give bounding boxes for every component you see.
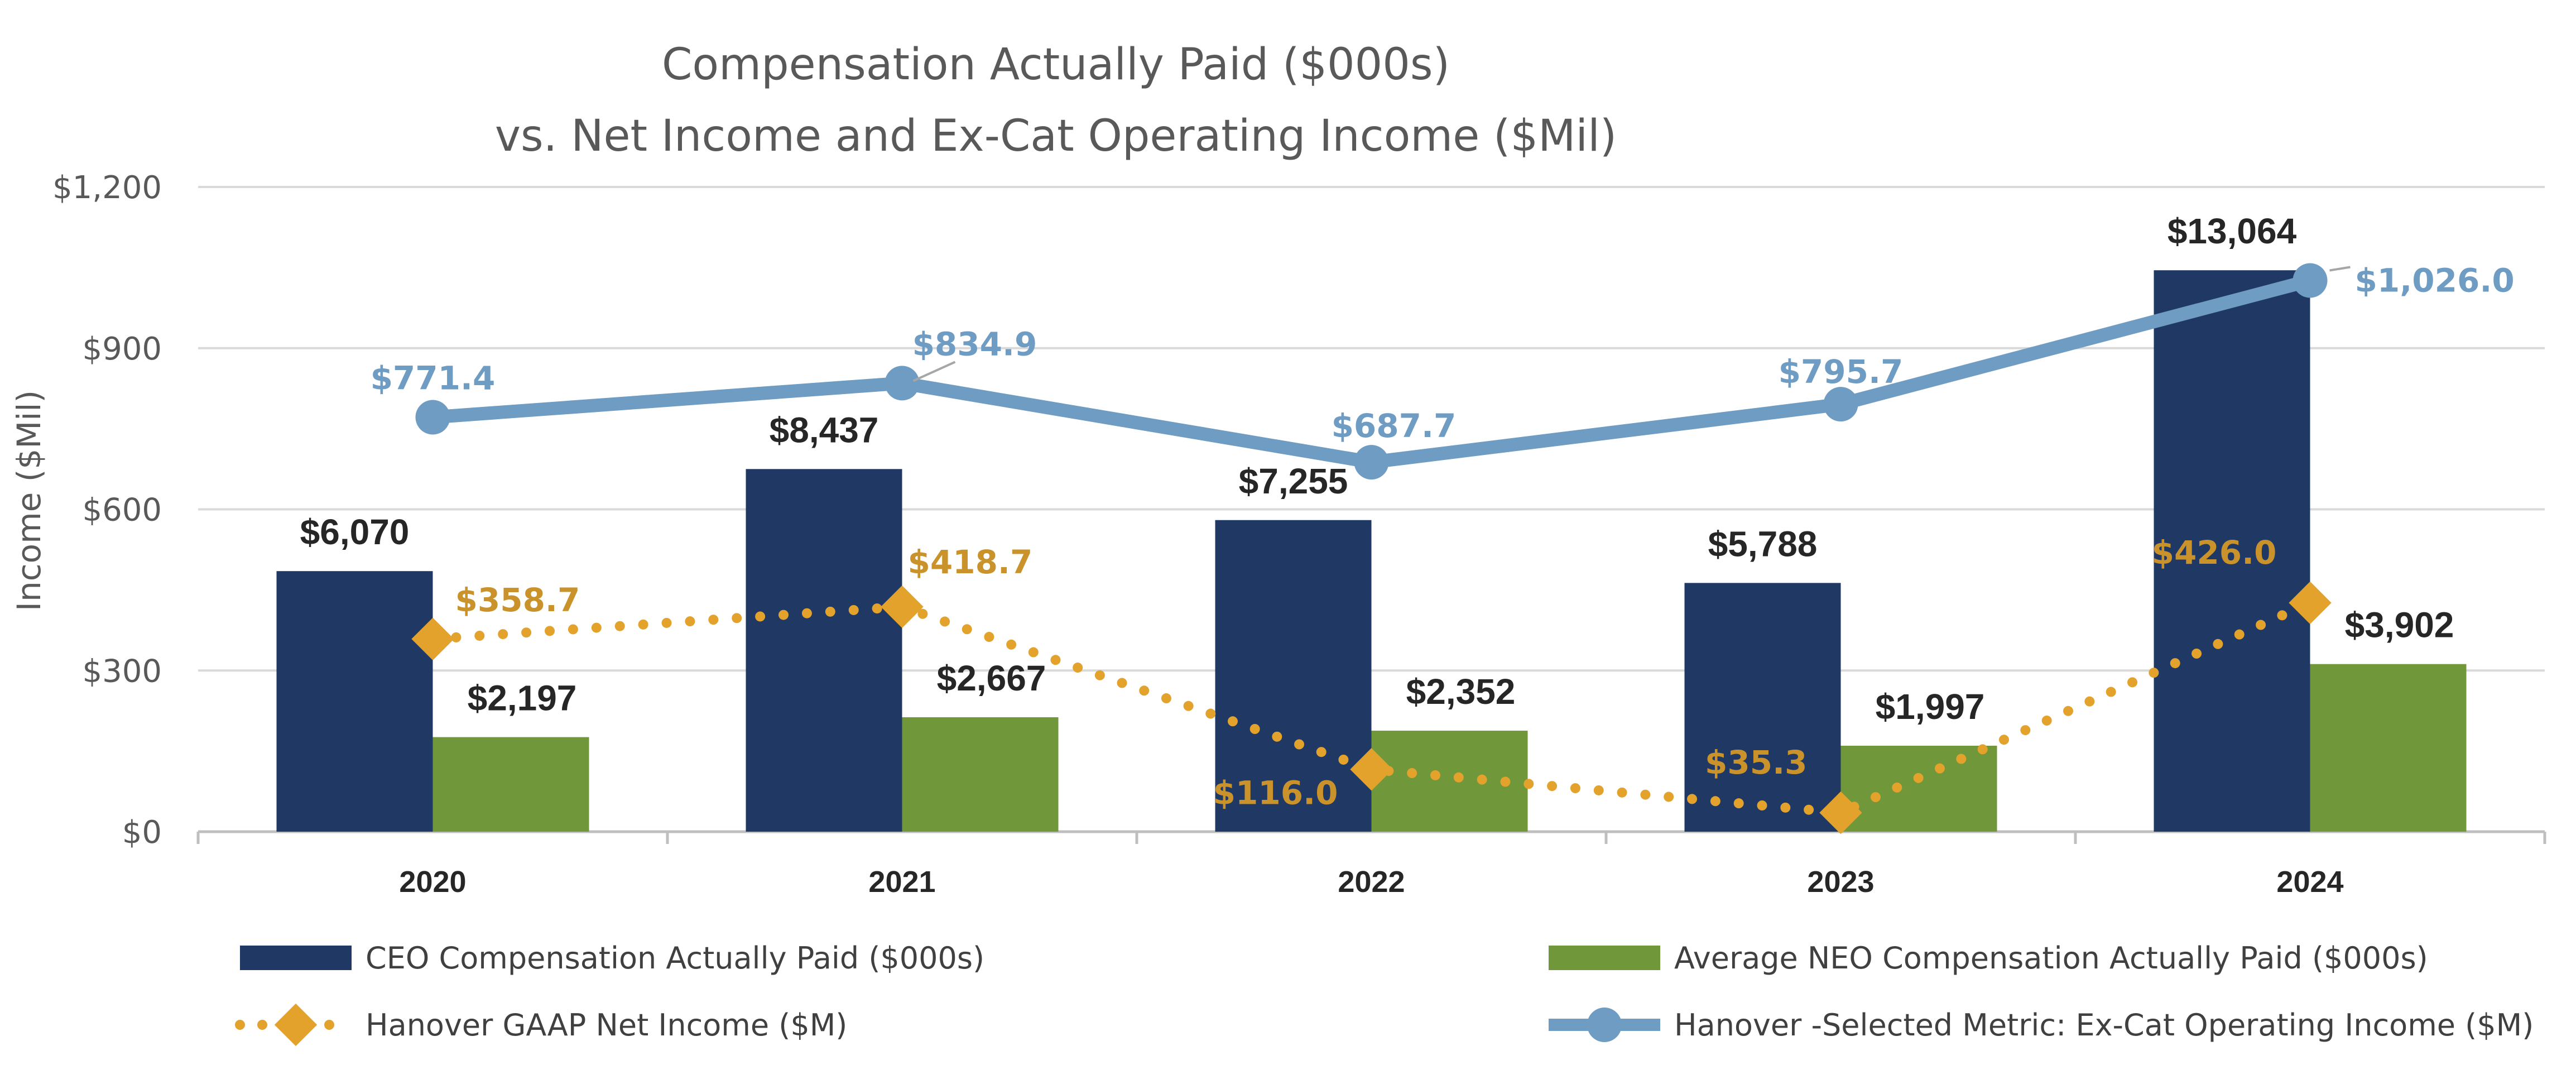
- ceo-bar: [2154, 270, 2310, 832]
- legend-label: Average NEO Compensation Actually Paid (…: [1674, 941, 2428, 976]
- neo-bar: [902, 717, 1059, 832]
- y-tick-label: $300: [82, 653, 162, 689]
- ceo-bar-value-label: $5,788: [1708, 524, 1818, 564]
- label-leader-line: [2329, 266, 2351, 272]
- legend-label: Hanover -Selected Metric: Ex-Cat Operati…: [1674, 1008, 2534, 1043]
- x-tick-label: 2023: [1807, 865, 1874, 899]
- ex-cat-income-value-label: $687.7: [1332, 407, 1457, 445]
- legend-marker: [1587, 1008, 1622, 1042]
- ceo-bar-value-label: $8,437: [770, 410, 879, 450]
- label-leader-line: [912, 361, 956, 382]
- ex-cat-income-value-label: $834.9: [912, 325, 1037, 363]
- y-tick-label: $0: [122, 814, 162, 851]
- y-tick-label: $1,200: [52, 170, 162, 206]
- ceo-bar-value-label: $13,064: [2168, 211, 2297, 251]
- neo-bar-value-label: $2,197: [468, 678, 577, 718]
- ex-cat-income-value-label: $1,026.0: [2355, 261, 2515, 299]
- neo-bar: [1840, 746, 1997, 832]
- net-income-point: [2289, 581, 2332, 625]
- x-tick-label: 2021: [868, 865, 935, 899]
- neo-bar: [2310, 664, 2467, 832]
- x-tick-label: 2020: [399, 865, 466, 899]
- ceo-bar-value-label: $7,255: [1239, 461, 1348, 501]
- y-axis-label: Income ($Mil): [10, 390, 48, 611]
- ceo-bar: [1215, 520, 1372, 832]
- net-income-point: [1350, 748, 1393, 791]
- ceo-bar: [276, 571, 433, 832]
- ex-cat-income-point: [2293, 263, 2328, 298]
- legend-item: CEO Compensation Actually Paid ($000s): [240, 941, 984, 976]
- neo-bar-value-label: $2,667: [937, 658, 1046, 698]
- neo-bar-value-label: $3,902: [2345, 605, 2454, 645]
- ex-cat-income-value-label: $771.4: [371, 359, 496, 397]
- ex-cat-income-point: [1823, 387, 1858, 422]
- y-tick-label: $600: [82, 492, 162, 529]
- net-income-value-label: $426.0: [2152, 534, 2277, 572]
- chart-title-line-2: vs. Net Income and Ex-Cat Operating Inco…: [495, 111, 1617, 161]
- net-income-value-label: $35.3: [1705, 743, 1807, 781]
- y-tick-label: $900: [82, 331, 162, 367]
- legend-label: CEO Compensation Actually Paid ($000s): [366, 941, 984, 976]
- x-tick-label: 2024: [2276, 865, 2343, 899]
- net-income-value-label: $418.7: [908, 543, 1033, 581]
- ex-cat-income-point: [415, 400, 450, 435]
- x-tick-label: 2022: [1338, 865, 1405, 899]
- legend-swatch: [1549, 946, 1660, 970]
- net-income-value-label: $358.7: [455, 581, 580, 619]
- net-income-point: [1819, 791, 1862, 834]
- legend-item: Average NEO Compensation Actually Paid (…: [1549, 941, 2428, 976]
- net-income-point: [411, 617, 454, 660]
- chart-title-line-1: Compensation Actually Paid ($000s): [662, 40, 1450, 90]
- legend-item: Hanover GAAP Net Income ($M): [235, 1003, 847, 1047]
- ex-cat-income-point: [885, 366, 920, 401]
- neo-bar: [432, 737, 589, 832]
- ceo-bar-value-label: $6,070: [300, 512, 410, 552]
- ceo-bar: [746, 469, 902, 832]
- legend-swatch: [240, 946, 352, 970]
- ex-cat-income-point: [1354, 445, 1389, 480]
- ceo-bar: [1684, 583, 1841, 832]
- legend-label: Hanover GAAP Net Income ($M): [366, 1008, 847, 1043]
- neo-bar-value-label: $1,997: [1876, 687, 1985, 727]
- ex-cat-income-value-label: $795.7: [1779, 353, 1904, 391]
- net-income-value-label: $116.0: [1213, 774, 1338, 812]
- neo-bar-value-label: $2,352: [1406, 671, 1516, 712]
- net-income-point: [881, 585, 924, 629]
- legend-item: Hanover -Selected Metric: Ex-Cat Operati…: [1549, 1008, 2534, 1043]
- legend-marker: [274, 1003, 318, 1047]
